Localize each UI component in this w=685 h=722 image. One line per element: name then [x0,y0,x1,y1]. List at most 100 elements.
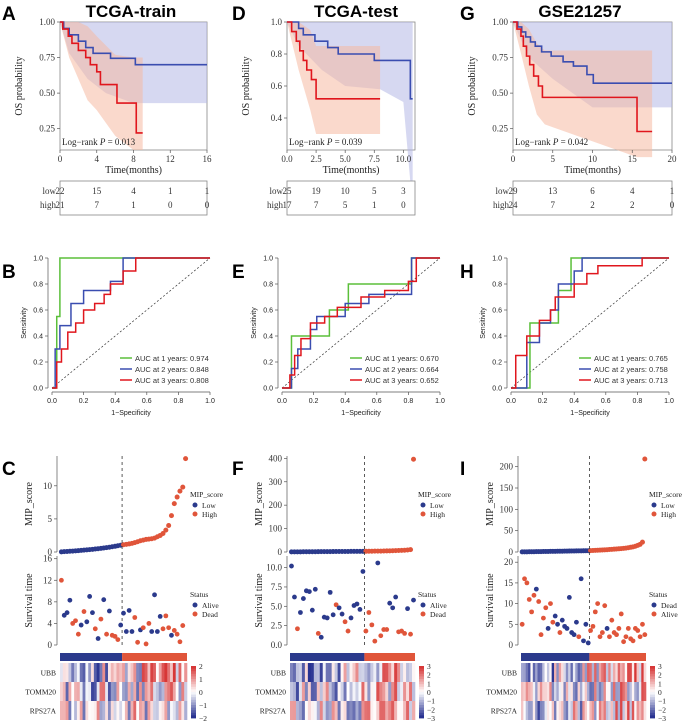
heatmap-cell [136,701,140,720]
roc-xtick-label: 0.8 [633,398,643,405]
roc-curve-3-year [511,257,669,389]
heatmap-cell [346,682,350,701]
km-ytick-label: 0.50 [39,88,55,98]
heatmap-cell [629,701,633,720]
roc-ytick-label: 0.6 [263,308,273,315]
heatmap-cell [554,701,557,720]
heatmap-cell [181,682,185,701]
heatmap-cell [153,701,157,720]
heatmap-cell [74,682,78,701]
heatmap-cell [110,663,114,682]
heatmap-cell [521,701,524,720]
heatmap-cell [551,663,555,682]
survival-point [378,633,384,639]
heatmap-scale-step [191,707,196,711]
heatmap-cell [325,682,329,701]
heatmap-cell [615,701,618,720]
heatmap-cell [412,663,416,682]
heatmap-cell [634,682,637,701]
heatmap-cell [358,663,362,682]
heatmap-cell [122,682,126,701]
km-xtick-label: 0 [58,154,63,164]
survival-point [597,634,603,640]
heatmap-cell [301,663,306,682]
heatmap-cell [99,663,103,682]
heatmap-scale-step [191,699,196,703]
score-legend-high-marker [192,511,198,517]
heatmap-scale-step [650,705,655,708]
survival-point [637,634,643,640]
heatmap-cell [352,682,356,701]
score-ytick-label: 150 [500,483,514,493]
heatmap-cell [558,663,562,682]
roc-legend-label: AUC at 1 years: 0.974 [135,354,209,363]
heatmap-gene-label: RPS27A [30,707,57,716]
heatmap-cell [620,663,623,682]
heatmap-cell [391,682,395,701]
heatmap-cell [385,701,389,720]
heatmap-cell [170,663,174,682]
risk-count-low: 4 [131,186,136,196]
km-xtick-label: 10.0 [395,154,411,164]
km-xtick-label: 8 [131,154,136,164]
risk-table-box [59,180,208,216]
score-ylabel: MIP_score [254,482,265,526]
heatmap-cell [60,682,64,701]
risk-count-high: 24 [509,200,519,210]
score-ytick-label: 100 [269,524,283,534]
survival-point [106,608,112,614]
heatmap-cell [119,682,123,701]
p-symbol: P [552,137,559,147]
score-ylabel: MIP_score [485,482,496,526]
risk-count-high: 7 [314,200,319,210]
km-curve-high [513,21,653,133]
heatmap-cell [107,701,112,720]
survival-point [92,626,98,632]
heatmap-cell [310,663,315,682]
heatmap-cell [535,663,538,682]
heatmap-cell [634,701,637,720]
heatmap-cell [292,701,297,720]
survival-point [104,631,109,637]
heatmap-cell [65,663,69,682]
km-xtick-label: 12 [166,154,175,164]
risk-count-low: 1 [168,186,173,196]
heatmap-cell [523,701,527,720]
panel-label-I: I [460,459,465,480]
heatmap-cell [139,701,143,720]
km-xtick-label: 15 [628,154,638,164]
heatmap-cell [85,682,89,701]
heatmap-gene-label: TOMM20 [25,688,56,697]
heatmap-cell [62,682,66,701]
heatmap-scale-step [419,668,424,672]
heatmap-cell [298,663,303,682]
heatmap-cell [298,682,303,701]
heatmap-cell [352,663,356,682]
heatmap-cell [76,682,81,701]
heatmap-cell [582,663,585,682]
heatmap-cell [394,682,398,701]
survival-point [98,616,104,622]
heatmap-cell [130,663,134,682]
heatmap-cell [370,682,374,701]
heatmap-cell [82,682,86,701]
heatmap-cell [340,663,344,682]
heatmap-cell [542,682,545,701]
heatmap-cell [570,682,574,701]
survival-point [101,597,107,603]
heatmap-cell [535,682,538,701]
heatmap-cell [337,682,341,701]
risk-table-row-label-low: low [496,186,510,196]
heatmap-gene-label: UBB [502,669,517,678]
survival-point [324,615,330,621]
heatmap-scale-step [650,694,655,698]
heatmap-cell [589,701,593,720]
heatmap-cell [184,701,188,720]
heatmap-cell [68,682,72,701]
heatmap-cell [549,701,552,720]
survival-point [339,611,345,617]
roc-xtick-label: 0.0 [47,398,57,405]
heatmap-scale-step [191,689,196,693]
heatmap-scale-label: 2 [199,662,203,671]
roc-panel-E: 0.0 0.2 0.4 0.6 0.8 1.0 0.0 0.2 0.4 0.6 0.8 1.0 1−Sp… [251,256,445,418]
